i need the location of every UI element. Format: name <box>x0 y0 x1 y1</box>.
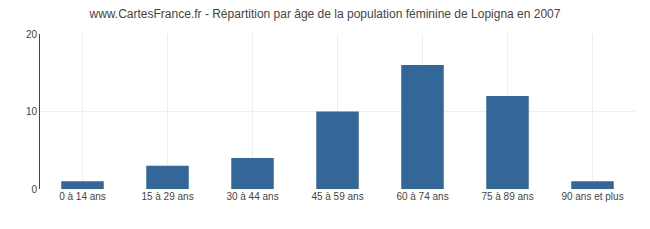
svg-text:0: 0 <box>31 184 37 195</box>
svg-text:30 à 44 ans: 30 à 44 ans <box>226 191 278 202</box>
svg-text:45 à 59 ans: 45 à 59 ans <box>311 191 363 202</box>
svg-text:www.CartesFrance.fr - Répartit: www.CartesFrance.fr - Répartition par âg… <box>89 7 561 21</box>
svg-text:0 à 14 ans: 0 à 14 ans <box>59 191 106 202</box>
svg-text:75 à 89 ans: 75 à 89 ans <box>481 191 533 202</box>
svg-text:20: 20 <box>26 29 38 40</box>
svg-text:15 à 29 ans: 15 à 29 ans <box>141 191 193 202</box>
svg-text:90 ans et plus: 90 ans et plus <box>561 191 623 202</box>
svg-text:10: 10 <box>26 106 38 117</box>
svg-text:60 à 74 ans: 60 à 74 ans <box>396 191 448 202</box>
